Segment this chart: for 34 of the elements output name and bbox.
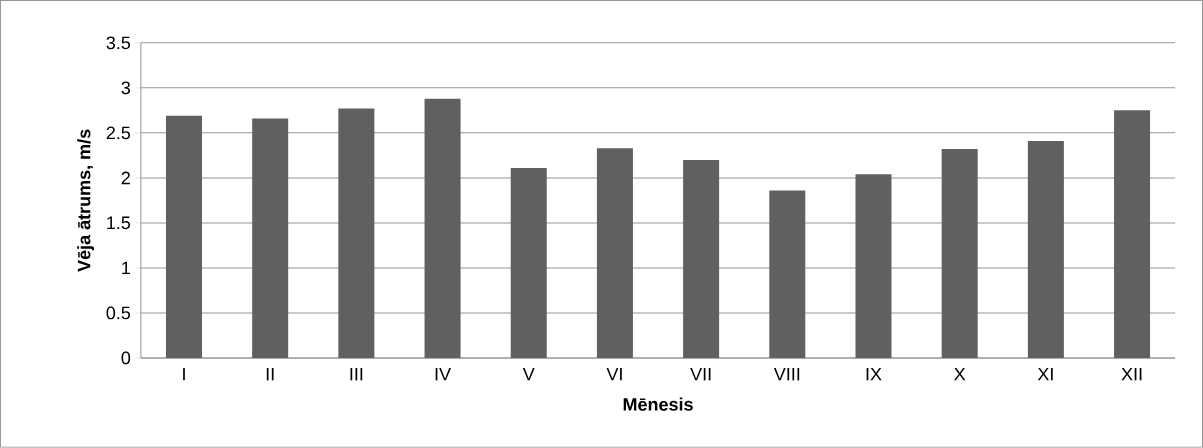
y-tick-label: 0.5 [106, 306, 131, 320]
bar [1114, 110, 1151, 359]
y-tick-label: 2 [121, 171, 130, 185]
x-tick-label: I [183, 368, 185, 381]
x-tick-label: IV [435, 368, 451, 381]
x-tick-label: XII [1121, 368, 1142, 381]
bar [1027, 141, 1064, 359]
y-tick-label: 1 [122, 261, 130, 275]
y-tick-label: 2.5 [106, 126, 131, 140]
bar [165, 115, 202, 359]
y-tick-label: 3 [121, 81, 131, 95]
x-tick-label: III [350, 368, 363, 381]
x-tick-label: IX [866, 368, 882, 381]
bar [769, 190, 806, 359]
bar [424, 98, 461, 359]
bar [338, 108, 375, 359]
x-axis-title: Mēnesis [623, 397, 693, 411]
x-tick-label: VI [606, 368, 622, 381]
bar [683, 159, 720, 359]
x-tick-label: VIII [773, 368, 800, 381]
x-tick-label: VII [690, 368, 711, 381]
bar [941, 149, 978, 359]
bar [855, 174, 892, 359]
y-tick-label: 0 [121, 351, 131, 365]
bar [252, 118, 289, 359]
x-tick-label: II [266, 368, 274, 381]
bar [510, 168, 547, 359]
y-axis-title: Vēja ātrums, m/s [77, 129, 94, 272]
y-tick-label: 3.5 [106, 36, 131, 50]
bar [596, 148, 633, 359]
y-tick-label: 1.5 [107, 216, 131, 230]
x-tick-label: X [954, 368, 966, 381]
x-tick-label: V [522, 368, 535, 381]
x-tick-label: XI [1037, 368, 1053, 381]
